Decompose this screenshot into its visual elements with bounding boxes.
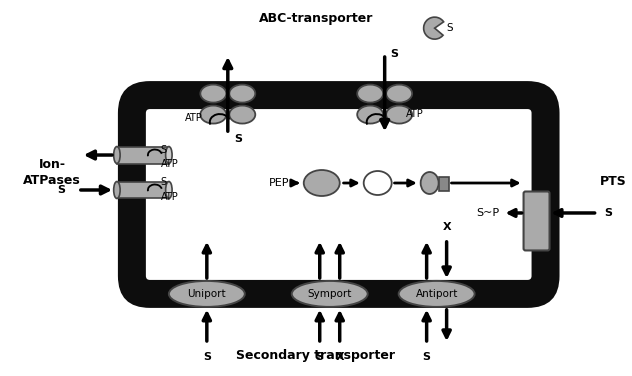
Text: S~P: S~P xyxy=(477,208,499,218)
FancyBboxPatch shape xyxy=(146,109,532,280)
Text: ATP: ATP xyxy=(161,192,179,202)
Text: PTS: PTS xyxy=(600,174,626,188)
Ellipse shape xyxy=(399,281,475,307)
Text: ATP: ATP xyxy=(406,109,423,119)
Ellipse shape xyxy=(386,85,412,103)
Ellipse shape xyxy=(114,147,120,164)
Ellipse shape xyxy=(229,85,255,103)
Text: S: S xyxy=(161,177,167,187)
Wedge shape xyxy=(423,17,444,39)
Ellipse shape xyxy=(200,106,226,124)
Text: Secondary transporter: Secondary transporter xyxy=(236,349,395,362)
FancyBboxPatch shape xyxy=(118,81,559,308)
Text: ATP: ATP xyxy=(161,159,179,169)
Ellipse shape xyxy=(386,106,412,124)
FancyBboxPatch shape xyxy=(523,191,550,250)
Ellipse shape xyxy=(200,85,226,103)
Bar xyxy=(117,147,169,164)
Text: S: S xyxy=(161,145,167,155)
Ellipse shape xyxy=(292,281,368,307)
Text: S: S xyxy=(316,352,324,362)
Ellipse shape xyxy=(166,182,172,199)
Text: S: S xyxy=(423,352,430,362)
Text: S: S xyxy=(234,134,242,144)
Ellipse shape xyxy=(304,170,340,196)
Ellipse shape xyxy=(421,172,439,194)
Text: X: X xyxy=(336,352,344,362)
Text: S: S xyxy=(447,23,453,33)
Ellipse shape xyxy=(357,106,383,124)
Text: Symport: Symport xyxy=(308,289,352,299)
Text: S: S xyxy=(604,208,612,218)
Text: S: S xyxy=(203,352,211,362)
Text: X: X xyxy=(442,222,451,232)
Ellipse shape xyxy=(166,147,172,164)
Ellipse shape xyxy=(363,171,392,195)
Text: S: S xyxy=(57,185,65,195)
Text: ABC-transporter: ABC-transporter xyxy=(258,12,373,25)
Ellipse shape xyxy=(169,281,245,307)
FancyBboxPatch shape xyxy=(439,177,449,191)
Text: Ion-
ATPases: Ion- ATPases xyxy=(23,158,81,186)
Bar xyxy=(117,182,169,199)
Text: Antiport: Antiport xyxy=(415,289,458,299)
Text: Uniport: Uniport xyxy=(188,289,226,299)
Ellipse shape xyxy=(114,182,120,199)
Text: PEP: PEP xyxy=(269,178,289,188)
Ellipse shape xyxy=(357,85,383,103)
Text: S: S xyxy=(391,49,399,59)
Ellipse shape xyxy=(229,106,255,124)
Text: ATP: ATP xyxy=(185,113,203,123)
